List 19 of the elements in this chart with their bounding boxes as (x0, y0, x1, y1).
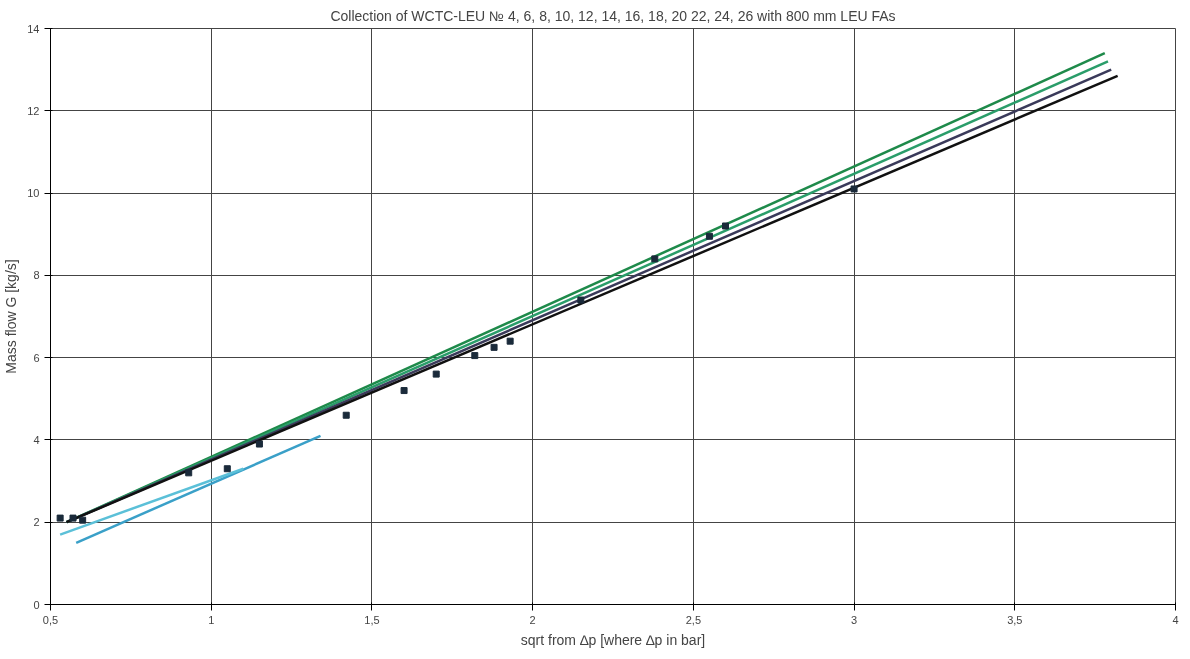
y-tick-label: 4 (33, 433, 40, 446)
x-axis-title: sqrt from ∆p [where ∆p in bar] (520, 631, 706, 648)
y-tick-label: 14 (27, 22, 40, 35)
y-tick-label: 0 (33, 598, 40, 611)
chart-title: Collection of WCTC-LEU № 4, 6, 8, 10, 12, 14, 16, 18, 20 22, 24, 26 with 800 mm LEU FAs (330, 7, 896, 24)
x-tick-label: 2,5 (685, 613, 702, 626)
y-tick-label: 10 (27, 187, 40, 200)
y-axis-title: Mass flow G [kg/s] (3, 259, 20, 374)
y-tick-label: 8 (33, 269, 40, 282)
x-tick-label: 1,5 (364, 613, 380, 626)
y-tick-label: 12 (27, 104, 40, 117)
x-tick-label: 3 (851, 613, 858, 626)
y-tick-label: 2 (33, 516, 40, 529)
x-tick-label: 4 (1172, 613, 1179, 626)
x-tick-label: 1 (208, 613, 215, 626)
x-tick-label: 0,5 (42, 613, 59, 626)
y-tick-label: 6 (33, 351, 40, 364)
x-tick-label: 2 (529, 613, 536, 626)
x-tick-label: 3,5 (1007, 613, 1023, 626)
